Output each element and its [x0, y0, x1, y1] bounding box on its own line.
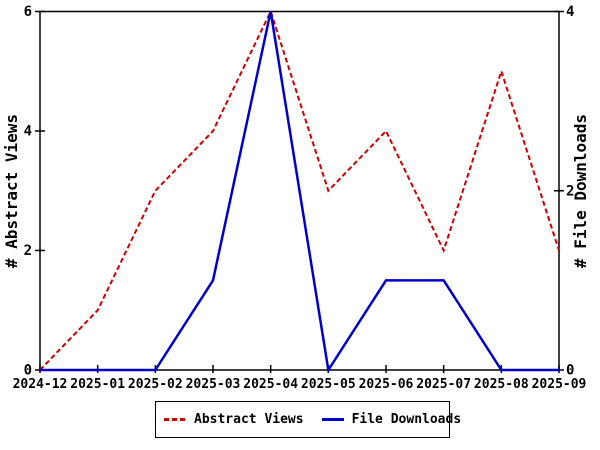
x-axis-tick-label: 2025-01: [70, 377, 125, 392]
x-axis-tick-label: 2025-06: [359, 377, 414, 392]
legend-label-abstract-views: Abstract Views: [194, 412, 304, 427]
right-axis-title: # File Downloads: [571, 114, 590, 268]
x-axis-tick-label: 2024-12: [13, 377, 68, 392]
legend-item-file-downloads: File Downloads: [321, 412, 462, 427]
legend-line-sample-abstract-views: [164, 418, 186, 421]
left-axis-tick-label: 2: [24, 243, 32, 259]
x-axis-tick-label: 2025-03: [186, 377, 241, 392]
x-axis-tick-label: 2025-09: [532, 377, 587, 392]
left-axis-tick-label: 0: [24, 363, 32, 379]
right-axis-tick-label: 2: [566, 183, 574, 199]
legend-label-file-downloads: File Downloads: [351, 412, 462, 427]
legend-line-sample-file-downloads: [321, 418, 344, 421]
series-line-abstract-views: [39, 8, 560, 371]
x-axis-tick-label: 2025-04: [243, 377, 298, 392]
x-axis-tick-label: 2025-08: [474, 377, 529, 392]
right-axis-tick-label: 4: [566, 4, 574, 20]
x-axis-tick-label: 2025-07: [416, 377, 471, 392]
legend: Abstract Views File Downloads: [155, 401, 461, 438]
data-series: [39, 8, 560, 374]
left-axis-tick-label: 6: [24, 4, 32, 20]
series-line-file-downloads: [40, 11, 559, 374]
x-axis-tick-label: 2025-02: [128, 377, 183, 392]
right-axis-tick-label: 0: [566, 363, 574, 379]
left-axis-tick-label: 4: [24, 124, 32, 140]
left-axis-title: # Abstract Views: [2, 114, 21, 268]
legend-item-abstract-views: Abstract Views: [164, 412, 304, 427]
x-axis-tick-label: 2025-05: [301, 377, 356, 392]
